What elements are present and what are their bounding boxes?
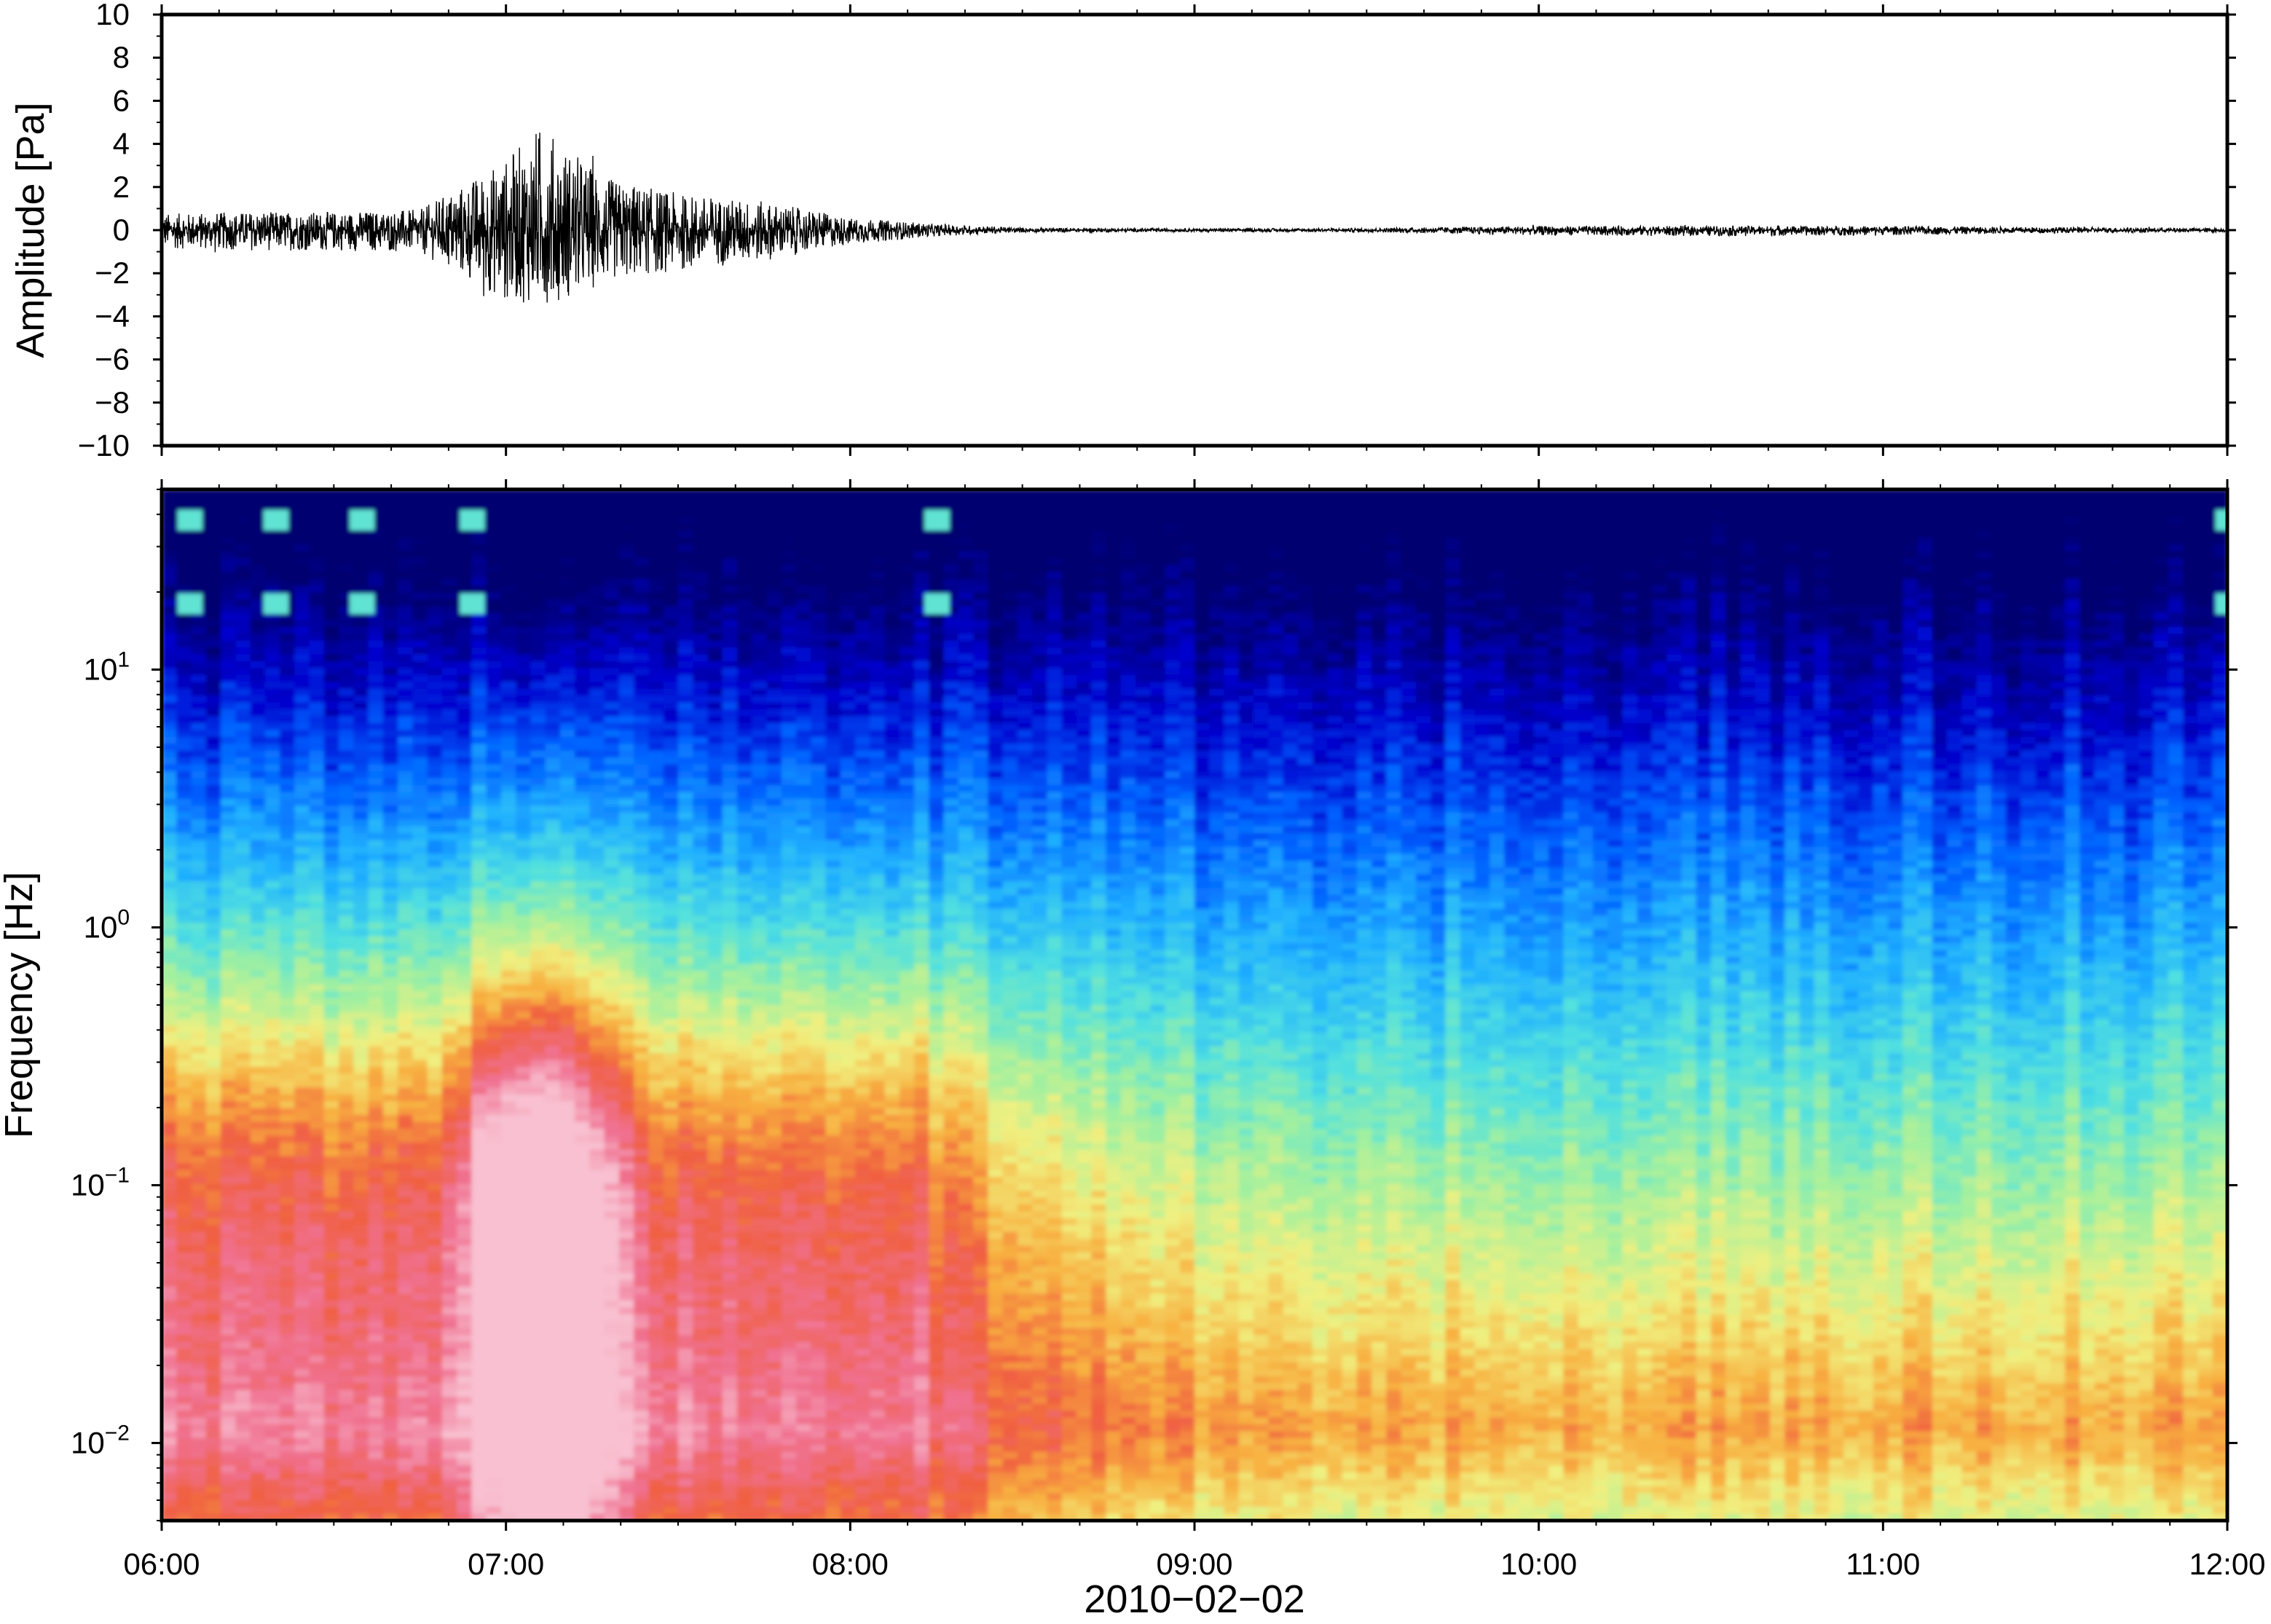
waveform-y-tick-labels: 10 8 6 4 2 0 −2 −4 −6 −8 −10 bbox=[78, 0, 130, 462]
waveform-panel: 10 8 6 4 2 0 −2 −4 −6 −8 −10 Amplitude [Pa] bbox=[9, 0, 2236, 462]
waveform-y-tick-label: 8 bbox=[113, 40, 130, 74]
spectrogram-panel: 101 100 10−1 10−2 06:00 07:00 08:00 09:00 10:00… bbox=[0, 479, 2266, 1621]
spectral-line-blip bbox=[924, 510, 950, 531]
spectrogram-x-axis-title: 2010−02−02 bbox=[1084, 1577, 1304, 1621]
spectrogram-y-tick-labels: 101 100 10−1 10−2 bbox=[71, 647, 130, 1459]
spectral-line-blip bbox=[924, 594, 950, 615]
spectrogram-x-tick-label: 07:00 bbox=[468, 1547, 544, 1581]
waveform-y-tick-label: −10 bbox=[78, 428, 130, 462]
spectral-line-blip bbox=[263, 510, 288, 531]
spectrogram-y-tick-label: 10−2 bbox=[71, 1421, 130, 1459]
spectrogram-y-axis-title: Frequency [Hz] bbox=[0, 872, 41, 1138]
spectral-line-blip bbox=[350, 594, 375, 615]
waveform-y-tick-label: −4 bbox=[95, 299, 130, 333]
waveform-y-tick-label: 6 bbox=[113, 83, 130, 117]
spectrogram-x-tick-label: 12:00 bbox=[2189, 1547, 2265, 1581]
spectral-line-blip bbox=[350, 510, 375, 531]
waveform-frame bbox=[160, 12, 2229, 448]
spectral-line-blip bbox=[177, 510, 202, 531]
spectrogram-image bbox=[162, 489, 2227, 1521]
waveform-y-tick-label: 4 bbox=[113, 127, 130, 161]
spectral-line-blip bbox=[460, 510, 485, 531]
spectrogram-x-tick-label: 09:00 bbox=[1156, 1547, 1232, 1581]
waveform-y-tick-label: 0 bbox=[113, 213, 130, 247]
spectrogram-x-tick-label: 11:00 bbox=[1846, 1547, 1920, 1581]
spectrogram-x-tick-label: 10:00 bbox=[1500, 1547, 1577, 1581]
spectrogram-y-tick-label: 101 bbox=[84, 647, 130, 686]
waveform-y-tick-label: 10 bbox=[95, 0, 130, 31]
waveform-trace bbox=[162, 133, 2227, 303]
spectrogram-frame bbox=[160, 487, 2229, 1523]
spectral-line-blip bbox=[263, 594, 288, 615]
spectrogram-y-tick-label: 100 bbox=[84, 905, 130, 944]
spectrogram-x-tick-label: 08:00 bbox=[812, 1547, 889, 1581]
spectral-line-blip bbox=[2216, 510, 2227, 531]
spectral-line-blip bbox=[460, 594, 485, 615]
spectrogram-y-tick-label: 10−1 bbox=[71, 1163, 130, 1202]
waveform-y-tick-label: 2 bbox=[113, 170, 130, 204]
waveform-y-tick-label: −8 bbox=[95, 385, 130, 419]
waveform-y-tick-label: −6 bbox=[95, 342, 130, 377]
spectrogram-x-tick-label: 06:00 bbox=[123, 1547, 200, 1581]
waveform-y-axis-title: Amplitude [Pa] bbox=[9, 102, 52, 358]
spectral-line-blip bbox=[2216, 594, 2227, 615]
waveform-y-tick-label: −2 bbox=[95, 256, 130, 290]
spectral-line-blip bbox=[177, 594, 202, 615]
spectrogram-x-tick-labels: 06:00 07:00 08:00 09:00 10:00 11:00 12:00 bbox=[123, 1547, 2265, 1581]
